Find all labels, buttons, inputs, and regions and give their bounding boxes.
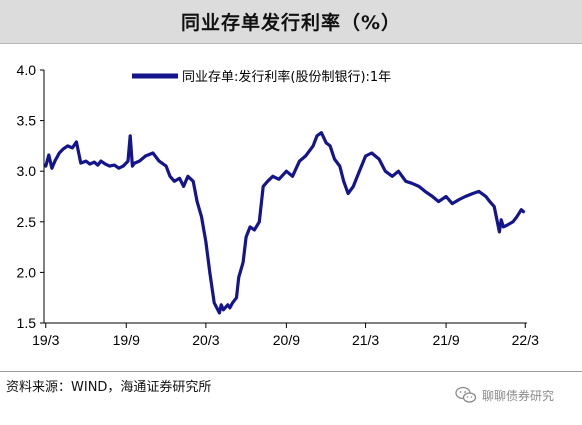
wechat-icon bbox=[455, 386, 477, 403]
y-tick-label: 1.5 bbox=[17, 315, 37, 331]
x-tick-label: 19/9 bbox=[113, 332, 140, 348]
axes: 4.0 3.5 3.0 2.5 2.0 1.519/3 19/9 20/3 20/9 21/3 21… bbox=[17, 62, 540, 348]
y-tick-label: 3.5 bbox=[17, 113, 37, 129]
legend: 同业存单:发行利率(股份制银行):1年 bbox=[132, 69, 391, 85]
chart-title: 同业存单发行利率（%） bbox=[180, 12, 402, 34]
series-line-0 bbox=[44, 131, 526, 315]
series-layer bbox=[44, 131, 526, 315]
y-tick-label: 2.0 bbox=[17, 264, 37, 280]
watermark-text: 聊聊债券研究 bbox=[482, 388, 555, 403]
x-tick-label: 22/3 bbox=[512, 332, 539, 348]
line-chart: 4.0 3.5 3.0 2.5 2.0 1.519/3 19/9 20/3 20/9 21/3 21… bbox=[17, 62, 540, 348]
x-tick-label: 20/9 bbox=[273, 332, 300, 348]
source-note: 资料来源：WIND，海通证券研究所 bbox=[6, 380, 212, 395]
watermark: 聊聊债券研究 bbox=[455, 386, 554, 404]
x-tick-label: 21/3 bbox=[352, 332, 379, 348]
y-tick-label: 4.0 bbox=[17, 62, 37, 78]
footer-divider bbox=[0, 371, 582, 372]
y-tick-label: 2.5 bbox=[17, 214, 37, 230]
y-tick-label: 3.0 bbox=[17, 163, 37, 179]
legend-label: 同业存单:发行利率(股份制银行):1年 bbox=[182, 69, 391, 85]
chart-title-bar: 同业存单发行利率（%） bbox=[0, 0, 582, 44]
x-tick-label: 21/9 bbox=[432, 332, 459, 348]
x-tick-label: 19/3 bbox=[32, 332, 59, 348]
x-tick-label: 20/3 bbox=[192, 332, 219, 348]
